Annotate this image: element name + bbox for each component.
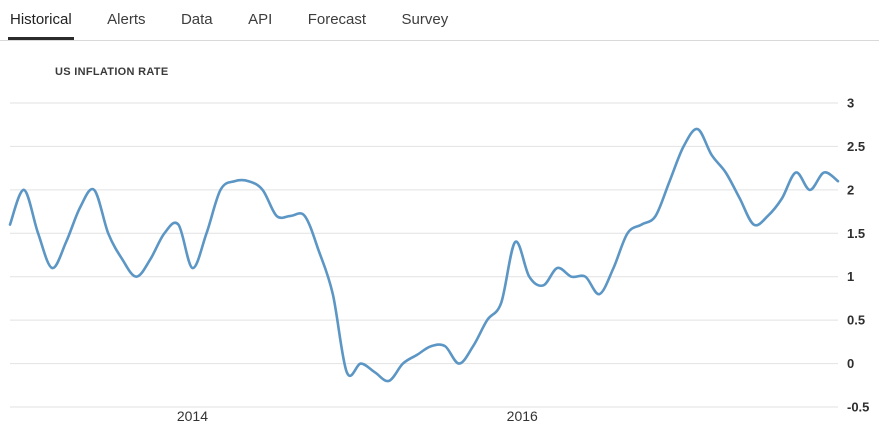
chart-title: US INFLATION RATE xyxy=(55,66,169,78)
tab-data[interactable]: Data xyxy=(179,0,215,40)
series-line xyxy=(8,127,840,383)
tab-bar: Historical Alerts Data API Forecast Surv… xyxy=(0,0,879,41)
x-tick-label: 2016 xyxy=(507,408,538,424)
tab-label: Historical xyxy=(10,11,72,28)
y-tick-label: 1 xyxy=(847,269,854,284)
tab-alerts[interactable]: Alerts xyxy=(105,0,147,40)
y-tick-label: 0 xyxy=(847,356,854,371)
y-tick-label: 1.5 xyxy=(847,226,865,241)
tab-label: API xyxy=(248,11,273,28)
y-tick-label: 2.5 xyxy=(847,139,865,154)
y-tick-label: -0.5 xyxy=(847,400,869,415)
tab-label: Survey xyxy=(401,11,449,28)
y-tick-label: 3 xyxy=(847,96,854,111)
tab-api[interactable]: API xyxy=(246,0,274,40)
y-tick-label: 0.5 xyxy=(847,313,865,328)
inflation-line-chart[interactable]: 3 2.5 2 1.5 1 0.5 0 -0.5 2014 2016 xyxy=(0,90,879,442)
tab-survey[interactable]: Survey xyxy=(400,0,451,40)
tab-label: Forecast xyxy=(307,11,367,28)
y-tick-label: 2 xyxy=(847,182,854,197)
tab-label: Data xyxy=(180,11,213,28)
tab-historical[interactable]: Historical xyxy=(8,0,74,40)
x-tick-label: 2014 xyxy=(177,408,208,424)
tab-forecast[interactable]: Forecast xyxy=(306,0,368,40)
tab-label: Alerts xyxy=(107,11,146,28)
